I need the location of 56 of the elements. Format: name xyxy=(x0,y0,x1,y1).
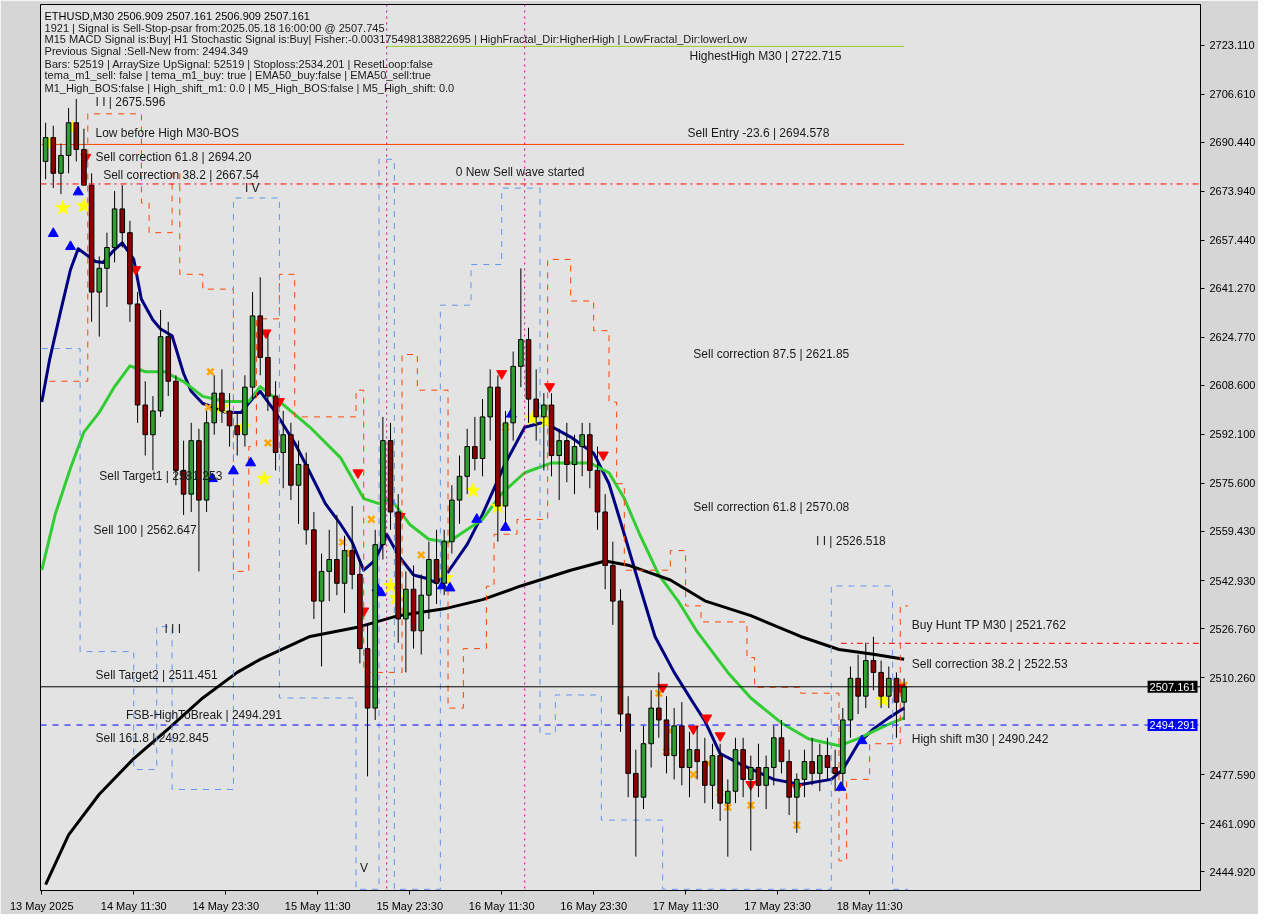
annotation: Sell Target2 | 2511.451 xyxy=(95,668,218,683)
annotation: Sell 161.8 | 2492.845 xyxy=(95,730,210,745)
y-tick-label: 2592.100 xyxy=(1209,428,1256,441)
annotation: Sell correction 38.2 | 2667.54 xyxy=(103,167,260,182)
y-tick-label: 2608.600 xyxy=(1209,379,1256,392)
annotation: M1_High_BOS:false | High_shift_m1: 0.0 | M5_High_BOS:false | M5_High_shift: 0.0 xyxy=(44,81,455,94)
x-tick-label: 16 May 11:30 xyxy=(468,899,535,912)
annotation: HighestHigh M30 | 2722.715 xyxy=(689,49,842,64)
y-tick-label: 2542.930 xyxy=(1209,574,1256,587)
y-tick-label: 2526.760 xyxy=(1209,622,1256,635)
annotation: tema_m1_sell: false | tema_m1_buy: true | EMA50_buy:false | EMA50_sell:true xyxy=(44,69,431,82)
annotation: Low before High M30-BOS xyxy=(95,125,239,140)
x-tick-label: 17 May 23:30 xyxy=(744,899,811,912)
y-tick-label: 2673.940 xyxy=(1209,185,1256,198)
annotation: 0 New Sell wave started xyxy=(455,164,585,179)
x-tick-label: 18 May 11:30 xyxy=(836,899,903,912)
ref-line-label: 2494.291 xyxy=(1149,719,1196,732)
x-tick-label: 15 May 23:30 xyxy=(376,899,444,912)
y-tick-label: 2477.590 xyxy=(1209,768,1256,781)
y-tick-label: 2723.110 xyxy=(1209,39,1255,52)
annotation: V xyxy=(359,860,368,875)
annotation: I V xyxy=(244,181,260,196)
annotation: High shift m30 | 2490.242 xyxy=(911,732,1049,747)
x-tick-label: 17 May 11:30 xyxy=(652,899,719,912)
y-tick-label: 2575.600 xyxy=(1209,477,1256,490)
x-tick-label: 15 May 11:30 xyxy=(284,899,351,912)
annotation: Bars: 52519 | ArraySize UpSignal: 52519 | Stoploss:2534.201 | ResetLoop:false xyxy=(44,57,433,70)
text: ETHUSD,M30 2506.909 2507.161 2506.909 2507.161 xyxy=(44,9,310,22)
x-tick-label: 14 May 11:30 xyxy=(100,899,167,912)
y-tick-label: 2624.770 xyxy=(1209,331,1256,344)
y-tick-label: 2641.270 xyxy=(1209,282,1256,295)
annotation: M15 MACD Signal is:Buy| H1 Stochastic Signal is:Buy| Fisher:-0.003175498138822695 | HighFractal_Dir:HigherHigh | LowFractal_Dir:lowerLow xyxy=(44,33,747,46)
annotation: Sell correction 61.8 | 2694.20 xyxy=(95,149,252,164)
y-tick-label: 2690.440 xyxy=(1209,136,1256,149)
annotation: Sell Target1 | 2581.253 xyxy=(99,468,223,483)
x-tick-label: 14 May 23:30 xyxy=(192,899,260,912)
annotation: Sell correction 61.8 | 2570.08 xyxy=(693,500,850,515)
annotation: Sell correction 87.5 | 2621.85 xyxy=(693,346,850,361)
annotation: Buy Hunt TP M30 | 2521.762 xyxy=(911,617,1067,632)
annotation: I I | 2526.518 xyxy=(815,534,887,549)
annotation: I I | 2675.596 xyxy=(95,94,166,109)
y-tick-label: 2559.430 xyxy=(1209,525,1256,538)
x-tick-label: 13 May 2025 xyxy=(9,899,74,912)
annotation: Sell Entry -23.6 | 2694.578 xyxy=(687,126,830,141)
annotation: Sell correction 38.2 | 2522.53 xyxy=(911,656,1068,671)
y-tick-label: 2461.090 xyxy=(1209,817,1256,830)
annotation: Sell 100 | 2562.647 xyxy=(93,523,198,538)
annotation: I I I xyxy=(164,621,182,636)
annotation: Previous Signal :Sell-New from: 2494.349 xyxy=(44,45,249,58)
y-tick-label: 2706.610 xyxy=(1209,88,1256,101)
x-tick-label: 16 May 23:30 xyxy=(560,899,627,912)
ref-line-label: 2507.161 xyxy=(1149,680,1196,693)
y-tick-label: 2657.440 xyxy=(1209,234,1256,247)
annotation: 1921 | Signal is Sell-Stop-psar from:2025.05.18 16:00:00 @ 2507.745 xyxy=(44,21,385,34)
y-tick-label: 2444.920 xyxy=(1209,865,1256,878)
y-tick-label: 2510.260 xyxy=(1209,671,1256,684)
